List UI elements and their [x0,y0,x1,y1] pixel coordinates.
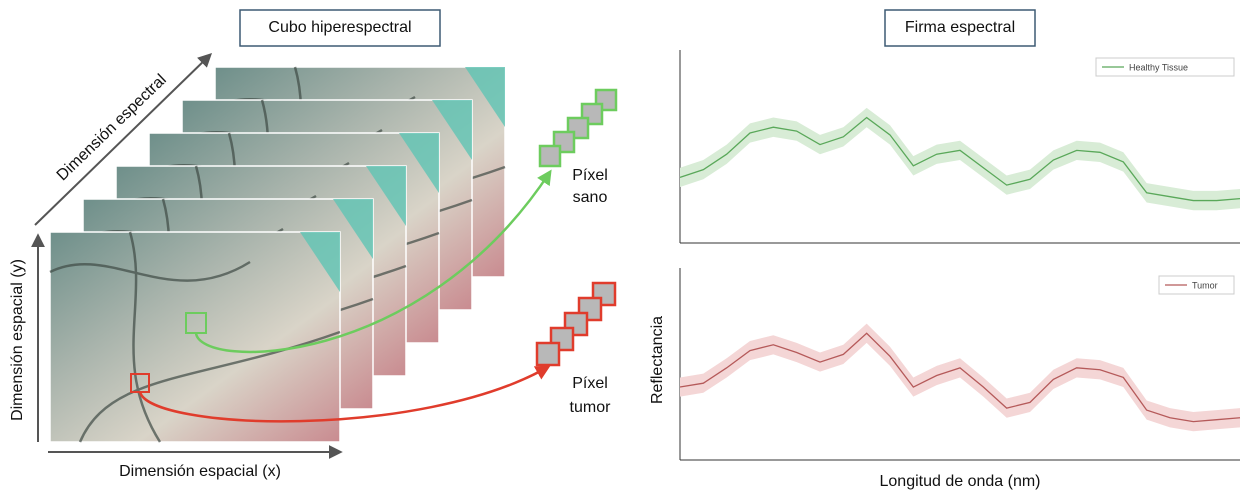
confidence-band [680,324,1240,432]
right-title: Firma espectral [905,19,1015,36]
left-title: Cubo hiperespectral [268,19,411,36]
pixel-stacks [537,90,616,365]
tumor-label: Píxel [572,375,608,392]
legend-label: Healthy Tissue [1129,62,1188,72]
legend-label: Tumor [1192,280,1218,290]
x-axis-label: Longitud de onda (nm) [880,473,1041,490]
y-axis-label: Reflectancia [649,316,666,404]
healthy-label: sano [573,189,608,206]
x-label: Dimensión espacial (x) [119,463,281,480]
healthy-label: Píxel [572,167,608,184]
tumor-label: tumor [570,399,612,416]
charts: Healthy Tissue Tumor [680,50,1240,460]
figure: Cubo hiperespectral Dimensión espectral … [0,0,1241,494]
healthy-pixel-stack [540,146,560,166]
y-label: Dimensión espacial (y) [9,259,26,421]
tumor-pixel-stack [537,343,559,365]
